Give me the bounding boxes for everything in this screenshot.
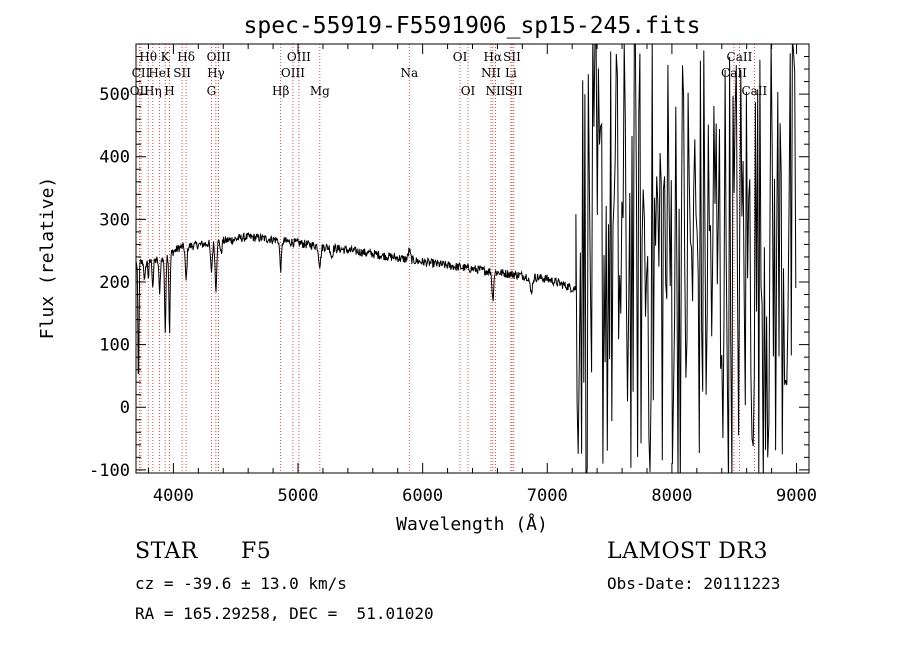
x-tick-label: 9000 (776, 486, 817, 506)
spectral-line-label: SII (505, 84, 523, 98)
observation-date: Obs-Date: 20111223 (607, 574, 781, 593)
redshift-value: cz = -39.6 ± 13.0 km/s (135, 574, 347, 593)
spectrum-line (136, 44, 797, 473)
spectral-line-label: H (164, 84, 174, 98)
y-tick-label: 500 (99, 85, 130, 105)
spectral-line-label: K (161, 50, 171, 64)
spectral-line-label: HeI (148, 66, 171, 80)
spectral-line-label: G (207, 84, 217, 98)
x-axis-label: Wavelength (Å) (396, 513, 548, 535)
spectral-line-label: Hγ (207, 66, 225, 80)
sky-coordinates: RA = 165.29258, DEC = 51.01020 (135, 604, 434, 623)
spectral-line-label: CII (132, 66, 151, 80)
x-tick-label: 5000 (278, 486, 319, 506)
chart-title: spec-55919-F5591906_sp15-245.fits (244, 13, 701, 39)
spectral-line-label: Hη (144, 84, 162, 98)
spectral-line-label: NII (485, 84, 505, 98)
spectral-line-label: Li (505, 66, 517, 80)
spectral-line-label: OIII (287, 50, 311, 64)
x-tick-label: 6000 (402, 486, 443, 506)
spectral-line-label: OIII (281, 66, 305, 80)
y-tick-label: -100 (89, 461, 130, 481)
spectral-line-label: CaII (727, 50, 753, 64)
spectral-line-label: Hθ (139, 50, 157, 64)
spectral-line-label: OIII (207, 50, 231, 64)
x-tick-label: 7000 (527, 486, 568, 506)
object-class: STAR (135, 539, 198, 564)
spectral-line-label: Mg (310, 84, 330, 98)
y-axis-label: Flux (relative) (37, 177, 58, 340)
survey-name: LAMOST DR3 (607, 539, 768, 564)
spectral-line-label: OII (130, 84, 150, 98)
spectral-line-label: OI (453, 50, 468, 64)
spectral-line-markers (138, 44, 755, 473)
y-tick-label: 0 (120, 398, 130, 418)
spectral-line-label: Na (400, 66, 418, 80)
spectral-line-label: Hα (484, 50, 503, 64)
object-subclass: F5 (241, 539, 272, 564)
y-tick-label: 200 (99, 273, 130, 293)
y-tick-label: 400 (99, 148, 130, 168)
spectral-line-label: CaII (741, 84, 767, 98)
x-tick-label: 8000 (651, 486, 692, 506)
y-tick-label: 300 (99, 210, 130, 230)
y-tick-label: 100 (99, 336, 130, 356)
spectral-line-label: Hβ (272, 84, 289, 98)
spectral-line-label: SII (173, 66, 191, 80)
spectral-line-label: Hδ (177, 50, 195, 64)
spectral-line-label: SII (503, 50, 521, 64)
spectral-line-label: CaII (721, 66, 747, 80)
spectral-line-label: OI (461, 84, 476, 98)
axis-ticks: 4000 5000 6000 7000 8000 9000 -100 0 100 200 300 40… (89, 44, 817, 506)
spectral-line-label: NII (481, 66, 501, 80)
x-tick-label: 4000 (153, 486, 194, 506)
plot-frame (135, 43, 810, 474)
